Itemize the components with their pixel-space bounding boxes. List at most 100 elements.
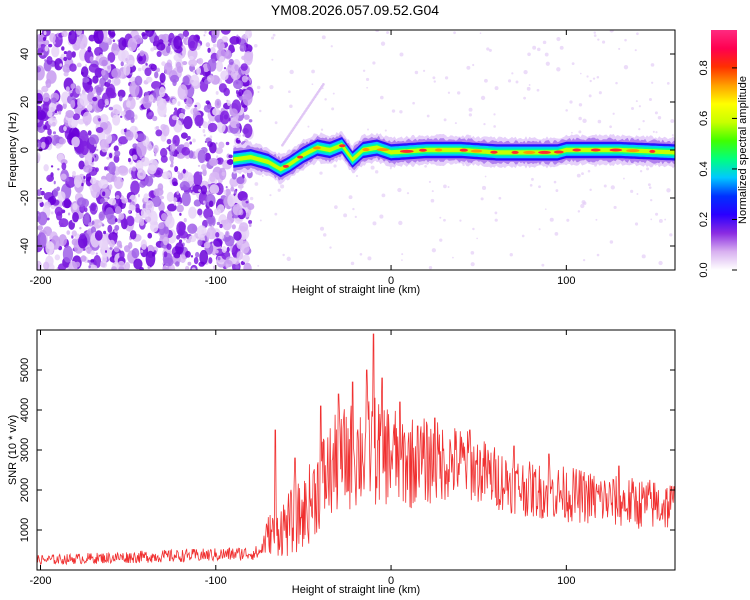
- noise-blob: [192, 69, 196, 74]
- noise-blob: [50, 165, 54, 168]
- noise-speck: [372, 221, 377, 226]
- noise-blob: [173, 201, 177, 206]
- noise-blob: [119, 250, 125, 260]
- snr-xtick-label: -200: [29, 575, 51, 587]
- noise-blob: [139, 50, 145, 57]
- noise-blob: [111, 77, 121, 86]
- ridge-band: [233, 143, 675, 172]
- noise-blob: [144, 175, 154, 187]
- noise-speck: [493, 125, 496, 128]
- noise-speck: [642, 120, 645, 123]
- noise-blob: [188, 59, 198, 67]
- noise-speck: [348, 195, 353, 200]
- noise-blob: [81, 182, 84, 187]
- noise-speck: [259, 109, 262, 113]
- noise-speck: [559, 45, 564, 50]
- noise-speck: [414, 70, 419, 75]
- noise-blob: [182, 75, 190, 86]
- colorbar-tick-label: 0.8: [698, 60, 710, 75]
- noise-blob: [248, 223, 252, 227]
- noise-blob: [88, 265, 91, 269]
- noise-speck: [481, 185, 487, 191]
- noise-blob: [43, 261, 50, 270]
- noise-speck: [486, 47, 490, 51]
- noise-blob: [203, 34, 206, 37]
- noise-blob: [107, 30, 111, 36]
- noise-blob: [140, 249, 144, 253]
- noise-speck: [498, 196, 502, 200]
- noise-blob: [102, 191, 106, 197]
- snr-ytick-label: 1000: [19, 518, 31, 542]
- noise-speck: [274, 212, 278, 216]
- noise-blob: [103, 87, 107, 90]
- noise-blob: [66, 50, 73, 61]
- noise-blob: [52, 188, 59, 197]
- snr-ytick-label: 3000: [19, 438, 31, 462]
- noise-blob: [226, 159, 234, 165]
- noise-blob: [89, 177, 97, 185]
- spectrogram-marks: [37, 30, 675, 270]
- noise-speck: [319, 226, 325, 231]
- noise-blob: [153, 144, 159, 154]
- noise-blob: [245, 200, 249, 204]
- noise-blob: [44, 136, 53, 145]
- ridge-hotspot: [282, 164, 289, 168]
- noise-blob: [244, 30, 253, 39]
- noise-blob: [209, 142, 217, 154]
- noise-blob: [203, 241, 211, 249]
- noise-blob: [248, 219, 253, 225]
- noise-blob: [183, 141, 190, 149]
- noise-speck: [670, 119, 675, 123]
- noise-blob: [105, 250, 108, 253]
- noise-speck: [354, 215, 357, 219]
- noise-blob: [176, 190, 180, 195]
- noise-blob: [39, 99, 42, 104]
- noise-speck: [631, 107, 634, 110]
- noise-speck: [257, 264, 260, 267]
- noise-blob: [172, 197, 178, 203]
- noise-speck: [494, 86, 499, 91]
- noise-blob: [53, 41, 56, 45]
- noise-speck: [623, 65, 629, 70]
- noise-blob: [37, 140, 42, 148]
- snr-xtick-label: -100: [205, 575, 227, 587]
- noise-blob: [175, 261, 180, 267]
- noise-blob: [202, 200, 206, 204]
- noise-blob: [145, 76, 153, 83]
- noise-blob: [233, 189, 237, 195]
- noise-blob: [102, 36, 110, 43]
- noise-speck: [636, 193, 639, 195]
- ridge-hotspot: [523, 150, 536, 154]
- noise-speck: [322, 233, 327, 237]
- noise-blob: [236, 250, 244, 260]
- noise-blob: [75, 30, 83, 36]
- noise-speck: [398, 220, 403, 226]
- noise-speck: [333, 164, 337, 168]
- noise-blob: [209, 184, 220, 195]
- noise-speck: [488, 48, 492, 52]
- spectrogram-ytick-label: 20: [19, 96, 31, 108]
- noise-speck: [648, 186, 652, 189]
- noise-blob: [179, 181, 190, 191]
- noise-speck: [359, 252, 363, 256]
- noise-speck: [332, 92, 335, 95]
- noise-blob: [149, 221, 159, 233]
- noise-blob: [52, 131, 57, 135]
- noise-speck: [319, 171, 323, 175]
- noise-blob: [71, 51, 76, 58]
- noise-blob: [187, 223, 198, 234]
- noise-speck: [654, 111, 658, 115]
- noise-speck: [544, 52, 549, 57]
- noise-blob: [179, 212, 182, 216]
- noise-blob: [133, 131, 138, 140]
- noise-speck: [511, 72, 514, 75]
- noise-blob: [93, 219, 103, 229]
- noise-speck: [472, 227, 475, 231]
- ridge-hotspot: [538, 150, 551, 154]
- noise-speck: [601, 40, 606, 44]
- noise-blob: [214, 249, 219, 254]
- noise-blob: [226, 99, 229, 102]
- noise-speck: [589, 79, 592, 83]
- noise-blob: [197, 164, 201, 167]
- noise-blob: [216, 155, 219, 159]
